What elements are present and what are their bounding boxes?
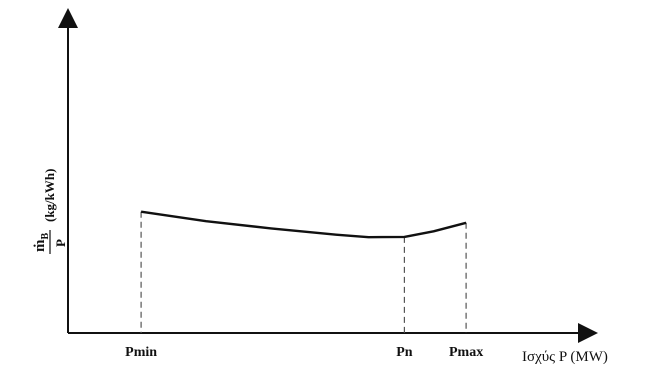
y-label-m-dot: ṁ <box>32 239 48 252</box>
y-label-numerator: ṁB <box>32 233 51 253</box>
guide-lines <box>140 211 467 333</box>
y-label-unit: (kg/kWh) <box>42 169 57 222</box>
x-tick-label-pmin: Pmin <box>125 345 157 360</box>
x-axis-label: Ισχύς P (MW) <box>522 349 608 365</box>
y-axis-label: ṁB P (kg/kWh) <box>32 169 68 254</box>
x-tick-label-pn: Pn <box>396 345 413 360</box>
y-label-denominator: P <box>53 239 68 247</box>
x-tick-label-pmax: Pmax <box>449 345 483 360</box>
x-tick-labels: Pmin Pn Pmax <box>125 345 483 360</box>
series-line-0 <box>140 210 467 239</box>
y-label-subscript: B <box>40 233 51 240</box>
axes <box>58 8 598 343</box>
series-group <box>140 210 467 239</box>
